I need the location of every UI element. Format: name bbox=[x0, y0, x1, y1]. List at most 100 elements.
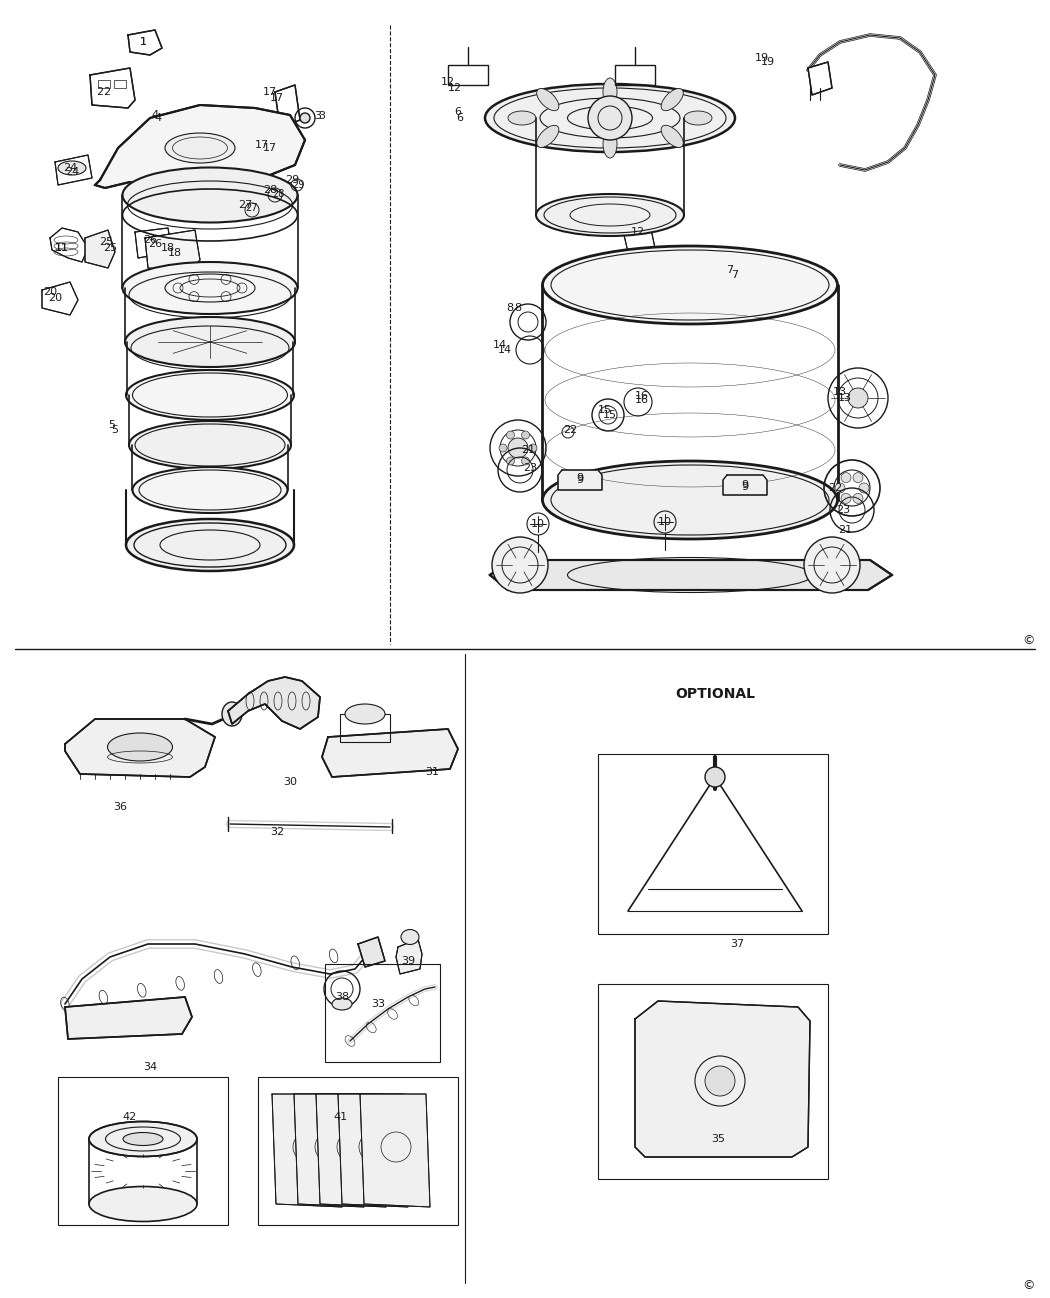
Polygon shape bbox=[635, 1001, 810, 1157]
Ellipse shape bbox=[401, 929, 419, 945]
Text: 36: 36 bbox=[113, 802, 127, 813]
Polygon shape bbox=[94, 105, 304, 188]
Ellipse shape bbox=[543, 247, 838, 324]
Text: 24: 24 bbox=[63, 164, 77, 173]
Text: 16: 16 bbox=[635, 391, 649, 401]
Ellipse shape bbox=[107, 733, 172, 761]
Circle shape bbox=[841, 493, 851, 504]
Polygon shape bbox=[396, 938, 422, 974]
Text: 14: 14 bbox=[492, 340, 507, 350]
Text: 23: 23 bbox=[523, 463, 537, 472]
Text: 26: 26 bbox=[143, 235, 158, 245]
Text: 10: 10 bbox=[658, 517, 672, 527]
Text: ©: © bbox=[1022, 1280, 1034, 1293]
Text: 6: 6 bbox=[455, 106, 462, 117]
Polygon shape bbox=[255, 125, 275, 165]
Circle shape bbox=[859, 483, 869, 493]
Text: 30: 30 bbox=[284, 778, 297, 787]
Text: 21: 21 bbox=[521, 445, 536, 456]
Polygon shape bbox=[558, 470, 602, 491]
Circle shape bbox=[506, 457, 514, 465]
Text: 16: 16 bbox=[635, 395, 649, 405]
Text: 7: 7 bbox=[732, 270, 738, 280]
Bar bbox=[98, 80, 110, 88]
Polygon shape bbox=[85, 230, 116, 267]
Text: 18: 18 bbox=[168, 248, 182, 258]
Ellipse shape bbox=[536, 193, 684, 236]
Text: 29: 29 bbox=[292, 180, 304, 190]
Text: 19: 19 bbox=[755, 53, 769, 64]
Text: 17: 17 bbox=[270, 93, 285, 103]
Text: 22: 22 bbox=[563, 424, 578, 435]
Polygon shape bbox=[228, 678, 320, 729]
Polygon shape bbox=[42, 282, 78, 315]
Ellipse shape bbox=[537, 88, 559, 110]
Polygon shape bbox=[316, 1094, 386, 1207]
Polygon shape bbox=[135, 228, 172, 258]
Text: 28: 28 bbox=[262, 186, 277, 195]
Ellipse shape bbox=[123, 262, 297, 314]
Circle shape bbox=[522, 457, 529, 465]
Text: 27: 27 bbox=[246, 202, 258, 213]
Ellipse shape bbox=[662, 126, 684, 148]
Text: 2: 2 bbox=[97, 87, 104, 97]
Text: 42: 42 bbox=[123, 1112, 138, 1121]
Polygon shape bbox=[50, 228, 88, 262]
Text: 35: 35 bbox=[711, 1134, 724, 1144]
Bar bbox=[340, 714, 390, 742]
Text: 5: 5 bbox=[108, 421, 116, 430]
Text: 25: 25 bbox=[99, 238, 113, 247]
Text: 1: 1 bbox=[140, 38, 147, 47]
Polygon shape bbox=[322, 729, 458, 778]
Ellipse shape bbox=[125, 317, 295, 367]
Polygon shape bbox=[128, 30, 162, 55]
Circle shape bbox=[848, 388, 868, 408]
Bar bbox=[114, 80, 126, 88]
Ellipse shape bbox=[508, 112, 536, 125]
Text: 31: 31 bbox=[425, 767, 439, 778]
Bar bbox=[58, 1077, 228, 1225]
Ellipse shape bbox=[126, 370, 294, 421]
Text: 17: 17 bbox=[262, 87, 277, 97]
Text: 27: 27 bbox=[238, 200, 252, 210]
Circle shape bbox=[508, 437, 528, 458]
Circle shape bbox=[705, 767, 724, 787]
Ellipse shape bbox=[543, 461, 838, 539]
Text: ©: © bbox=[1022, 635, 1034, 648]
Polygon shape bbox=[65, 997, 192, 1038]
Text: OPTIONAL: OPTIONAL bbox=[675, 687, 755, 701]
Text: 21: 21 bbox=[838, 524, 852, 535]
Text: 8: 8 bbox=[506, 302, 513, 313]
Text: 33: 33 bbox=[371, 999, 385, 1009]
Text: 11: 11 bbox=[55, 243, 69, 253]
Ellipse shape bbox=[332, 998, 352, 1010]
Ellipse shape bbox=[123, 1132, 163, 1146]
Text: 24: 24 bbox=[65, 167, 79, 177]
Text: 28: 28 bbox=[272, 190, 285, 199]
Ellipse shape bbox=[485, 84, 735, 152]
Polygon shape bbox=[620, 215, 655, 252]
Text: 20: 20 bbox=[43, 287, 57, 297]
Ellipse shape bbox=[537, 126, 559, 148]
Polygon shape bbox=[723, 475, 766, 495]
Ellipse shape bbox=[132, 467, 288, 513]
Text: 12: 12 bbox=[448, 83, 462, 93]
Text: 39: 39 bbox=[401, 957, 415, 966]
Text: 6: 6 bbox=[457, 113, 463, 123]
Text: 9: 9 bbox=[741, 482, 749, 492]
Ellipse shape bbox=[165, 132, 235, 164]
Text: 9: 9 bbox=[576, 475, 584, 485]
Circle shape bbox=[804, 537, 860, 593]
Ellipse shape bbox=[126, 519, 294, 571]
Polygon shape bbox=[145, 230, 200, 273]
Text: 15: 15 bbox=[598, 405, 612, 415]
Bar bbox=[448, 65, 488, 84]
Text: 22: 22 bbox=[827, 483, 842, 493]
Polygon shape bbox=[90, 67, 135, 108]
Ellipse shape bbox=[123, 167, 297, 222]
Bar bbox=[598, 984, 828, 1179]
Circle shape bbox=[853, 493, 863, 504]
Bar bbox=[615, 65, 655, 84]
Ellipse shape bbox=[684, 112, 712, 125]
Polygon shape bbox=[55, 154, 92, 186]
